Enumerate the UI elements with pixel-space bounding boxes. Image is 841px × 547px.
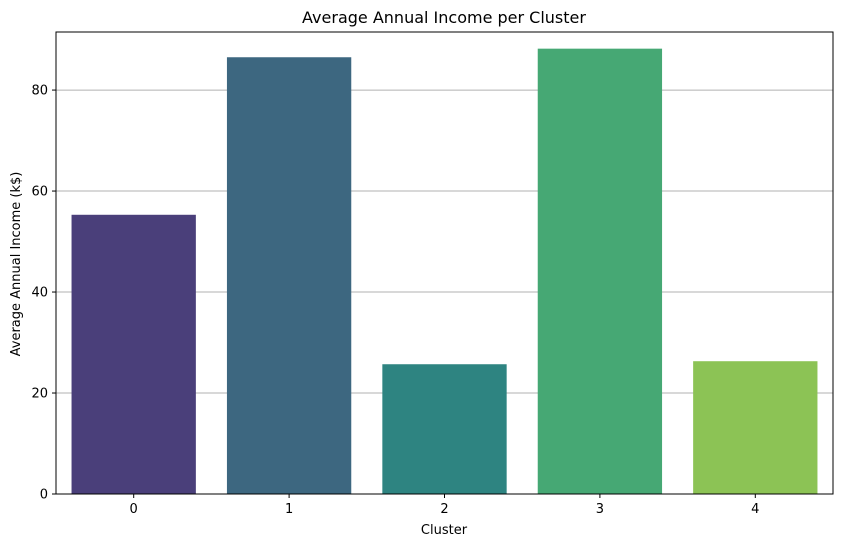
y-tick-label: 40: [31, 286, 48, 301]
chart-title: Average Annual Income per Cluster: [302, 8, 586, 27]
y-axis-ticks: 0 20 40 60 80: [31, 84, 56, 503]
x-tick-label: 3: [596, 502, 604, 517]
x-tick-label: 0: [130, 502, 138, 517]
x-axis-ticks: 0 1 2 3 4: [130, 494, 759, 517]
bar-cluster-1: [226, 57, 352, 494]
bar-cluster-0: [71, 214, 196, 494]
bars: [71, 48, 818, 495]
x-tick-label: 1: [285, 502, 293, 517]
x-tick-label: 4: [751, 502, 759, 517]
bar-cluster-4: [693, 361, 818, 494]
bar-cluster-3: [537, 48, 663, 495]
bar-cluster-2: [382, 364, 507, 494]
y-tick-label: 80: [31, 84, 48, 99]
x-tick-label: 2: [440, 502, 448, 517]
y-tick-label: 0: [40, 488, 48, 503]
y-tick-label: 60: [31, 185, 48, 200]
y-axis-label: Average Annual Income (k$): [9, 172, 24, 357]
x-axis-label: Cluster: [421, 523, 468, 538]
y-tick-label: 20: [31, 387, 48, 402]
